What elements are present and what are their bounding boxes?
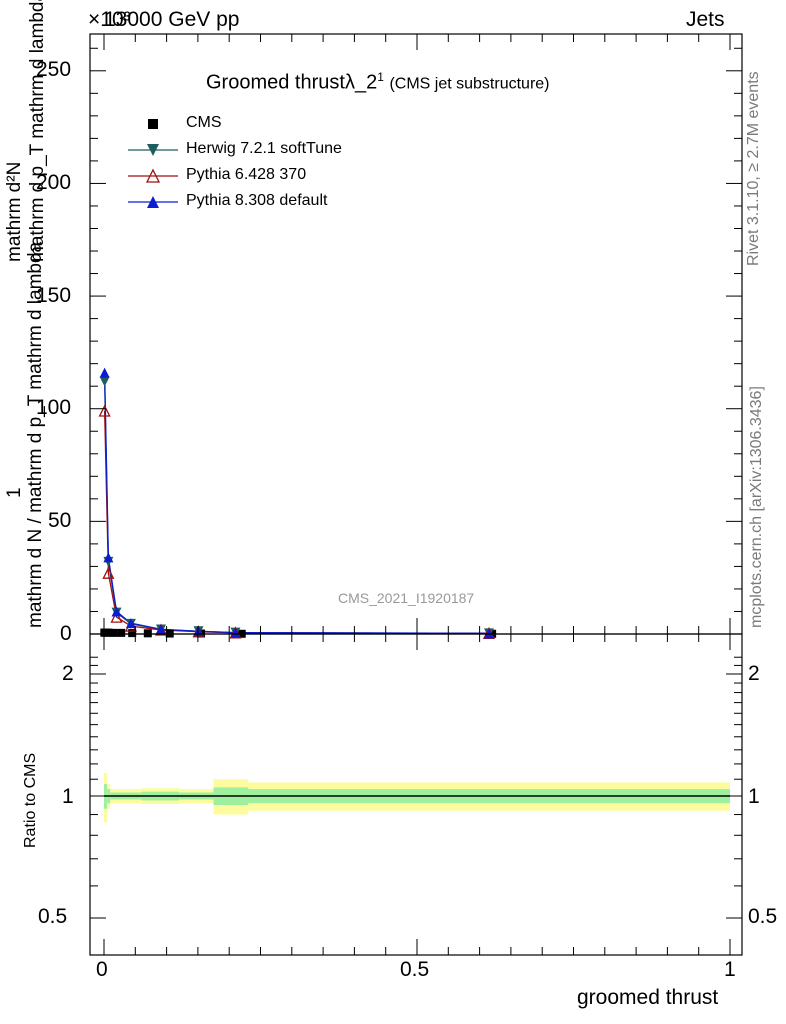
axis-ticks [90, 34, 742, 955]
series-point [102, 566, 115, 579]
x-tick-label: 1 [724, 958, 736, 981]
y-axis-label-one: 1 [4, 487, 25, 498]
ratio-y-tick-label: 0.5 [38, 905, 68, 928]
ratio-y-axis-label: Ratio to CMS [22, 752, 39, 848]
main-y-tick-label: 100 [36, 396, 72, 419]
series-point [109, 628, 118, 637]
main-y-tick-label: 250 [36, 58, 72, 81]
y-axis-label-numerator-top: mathrm d²N [4, 161, 25, 262]
main-y-tick-label: 200 [36, 171, 72, 194]
ratio-y-tick-label: 2 [62, 662, 74, 685]
ratio-y-tick-label-right: 1 [748, 785, 760, 808]
chart-title-sup: 1 [377, 70, 384, 84]
chart-title-symbol: λ_2 [344, 71, 378, 94]
series-point [117, 628, 126, 637]
series-point [99, 367, 110, 378]
main-y-tick-label: 50 [48, 509, 72, 532]
process-label: Jets [686, 8, 725, 31]
legend-label-cms: CMS [186, 114, 222, 131]
series-point [143, 629, 152, 638]
main-y-tick-label: 0 [60, 622, 72, 645]
legend-marker [147, 144, 159, 156]
legend-label-pythia6: Pythia 6.428 370 [186, 166, 307, 183]
analysis-watermark: CMS_2021_I1920187 [338, 590, 475, 606]
ratio-plot-frame [89, 633, 743, 956]
x-tick-label: 0.5 [400, 958, 430, 981]
legend-marker [148, 119, 158, 129]
x-tick-label: 0 [96, 958, 108, 981]
series-point [125, 618, 136, 629]
chart-title-main: Groomed thrust [206, 71, 345, 94]
series-point [99, 376, 110, 387]
series-point [111, 606, 122, 617]
main-y-tick-label: 150 [36, 284, 72, 307]
series-point [230, 627, 241, 638]
series-point [128, 629, 137, 638]
series-point [98, 404, 111, 417]
ratio-y-tick-label: 1 [62, 785, 74, 808]
y-axis-label-numerator-bottom: mathrm d p_T mathrm d lambda [27, 0, 48, 262]
legend-markers [128, 119, 178, 208]
energy-label: 13000 GeV pp [104, 8, 240, 31]
chart-title: Groomed thrustλ_21 (CMS jet substructure… [206, 70, 550, 95]
series-point [110, 610, 123, 623]
chart-title-sub: (CMS jet substructure) [389, 75, 550, 93]
legend-marker [147, 196, 159, 208]
plot-frames [89, 33, 743, 956]
ratio-y-tick-label-right: 2 [748, 662, 760, 685]
ratio-y-tick-label-right: 0.5 [748, 905, 778, 928]
series-point [103, 552, 114, 563]
legend-label-herwig: Herwig 7.2.1 softTune [186, 140, 342, 157]
ratio-uncertainty-bands [104, 772, 731, 823]
rivet-info: Rivet 3.1.10, ≥ 2.7M events [745, 71, 762, 266]
series-point [155, 624, 166, 635]
legend-label-pythia8: Pythia 8.308 default [186, 192, 328, 209]
source-info: mcplots.cern.ch [arXiv:1306.3436] [748, 386, 765, 628]
x-axis-label: groomed thrust [577, 986, 719, 1009]
series-point [483, 628, 494, 639]
exponent-label: ×10³ [88, 8, 131, 31]
series-point [104, 628, 113, 637]
legend-marker [145, 168, 161, 183]
